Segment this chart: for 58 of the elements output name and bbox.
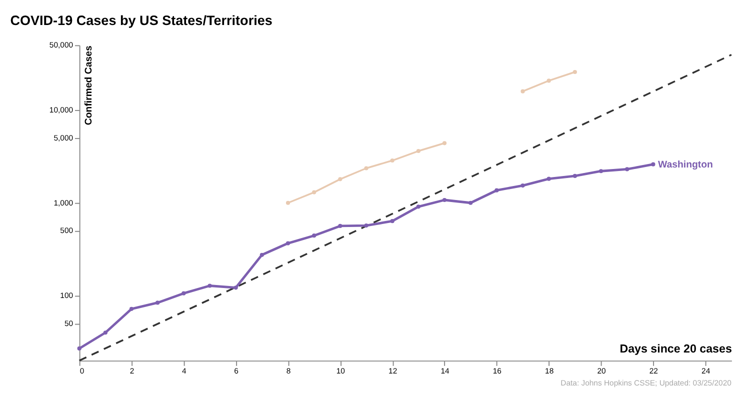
point [572, 70, 577, 74]
point [234, 286, 238, 290]
point [208, 284, 212, 288]
y-tick-label: 50 [64, 319, 74, 328]
point [260, 252, 264, 257]
y-tick-label: 500 [60, 226, 74, 236]
point [546, 176, 551, 181]
point [312, 234, 316, 238]
x-tick-label: 18 [545, 366, 554, 376]
x-tick-label: 10 [336, 366, 345, 376]
x-tick-label: 16 [492, 366, 502, 376]
y-tick-label: 50,000 [49, 40, 74, 50]
point [598, 169, 604, 174]
y-tick-label: 1,000 [54, 198, 74, 208]
x-tick-label: 8 [286, 366, 291, 376]
y-tick-label: 100 [60, 291, 74, 300]
point [546, 78, 551, 83]
series-label: Washington [658, 159, 713, 170]
x-tick-label: 12 [388, 366, 398, 376]
point [129, 306, 134, 311]
point [103, 330, 108, 335]
point [286, 200, 290, 205]
point [156, 300, 160, 305]
x-tick-label: 20 [597, 366, 606, 376]
y-axis-title: Confirmed Cases [83, 46, 94, 126]
x-tick-label: 14 [440, 366, 450, 376]
point [338, 177, 342, 182]
point [494, 188, 499, 192]
point [286, 241, 290, 246]
y-tick-label: 10,000 [49, 105, 74, 114]
text: Data: Johns Hopkins CSSE; Updated: 03/25/2020 [560, 378, 732, 388]
point [390, 158, 394, 163]
x-tick-label: 6 [234, 366, 238, 376]
x-tick-label: 4 [182, 366, 188, 376]
x-axis-title: Days since 20 cases [620, 342, 732, 356]
point [625, 167, 630, 172]
point [572, 174, 577, 178]
point [390, 219, 394, 224]
point [364, 223, 368, 228]
point [442, 198, 447, 202]
point [182, 291, 186, 296]
x-tick-label: 24 [702, 366, 711, 376]
chart-title: COVID-19 Cases by US States/Territories [10, 12, 272, 28]
point [442, 141, 447, 146]
point [416, 148, 420, 154]
point [520, 89, 525, 94]
x-tick-label: 2 [130, 366, 134, 376]
y-tick-label: 5,000 [54, 133, 74, 142]
point [520, 183, 525, 188]
point [312, 190, 316, 194]
point [468, 200, 473, 205]
x-tick-label: 22 [649, 366, 658, 376]
point [651, 162, 656, 166]
point [338, 224, 342, 228]
point [416, 204, 420, 209]
point [364, 166, 368, 170]
x-tick-label: 0 [80, 366, 84, 376]
point [77, 346, 82, 351]
